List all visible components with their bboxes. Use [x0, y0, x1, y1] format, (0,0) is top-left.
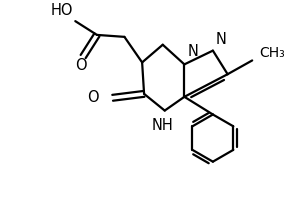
- Text: NH: NH: [152, 118, 174, 133]
- Text: O: O: [87, 90, 99, 105]
- Text: HO: HO: [51, 3, 73, 18]
- Text: N: N: [216, 32, 227, 47]
- Text: N: N: [187, 44, 198, 59]
- Text: CH₃: CH₃: [259, 46, 285, 60]
- Text: O: O: [75, 58, 87, 73]
